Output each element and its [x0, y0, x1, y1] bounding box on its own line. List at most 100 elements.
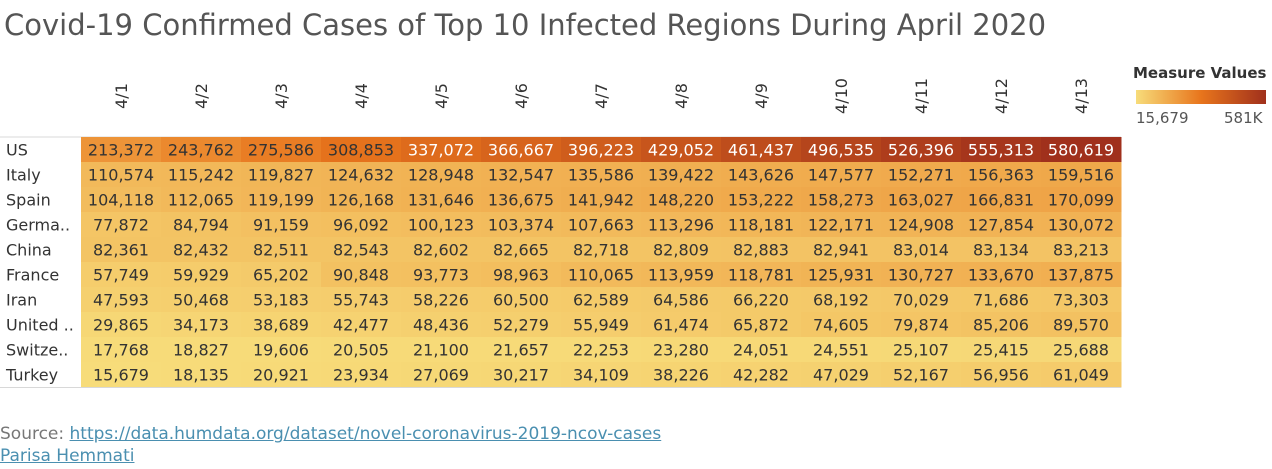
- heatmap-cell: [561, 287, 642, 313]
- heatmap-cell: [321, 137, 402, 163]
- heatmap-cell: [881, 212, 962, 238]
- heatmap-cell: [641, 337, 722, 363]
- heatmap-cell: [241, 362, 322, 388]
- heatmap-cell: [321, 187, 402, 213]
- heatmap-cell: [81, 187, 162, 213]
- heatmap-cell: [161, 162, 242, 188]
- cell-value-label: 73,303: [1053, 291, 1109, 310]
- cell-value-label: 132,547: [488, 166, 554, 185]
- cell-value-label: 20,505: [333, 341, 389, 360]
- cell-value-label: 125,931: [808, 266, 874, 285]
- row-label: France: [6, 266, 59, 285]
- cell-value-label: 82,941: [813, 241, 869, 260]
- legend-title: Measure Values: [1133, 64, 1267, 82]
- heatmap-cell: [241, 337, 322, 363]
- heatmap-cell: [721, 312, 802, 338]
- cell-value-label: 82,361: [93, 241, 149, 260]
- column-header: 4/7: [592, 83, 611, 109]
- heatmap-cell: [81, 262, 162, 288]
- column-header: 4/10: [832, 78, 851, 114]
- heatmap-chart: 4/1 4/2 4/3 4/4 4/5 4/6 4/7 4/8 4/9 4/10 4/11 4/12 4…: [0, 78, 1122, 388]
- row-label: United ..: [6, 316, 74, 335]
- heatmap-cell: [801, 337, 882, 363]
- heatmap-cell: [801, 287, 882, 313]
- cell-value-label: 135,586: [568, 166, 634, 185]
- cell-value-label: 124,908: [888, 216, 954, 235]
- heatmap-cell: [961, 237, 1042, 263]
- cell-value-label: 21,100: [413, 341, 469, 360]
- row-label: Iran: [6, 291, 37, 310]
- cell-value-label: 141,942: [568, 191, 634, 210]
- source-link[interactable]: https://data.humdata.org/dataset/novel-c…: [69, 424, 662, 444]
- cell-value-label: 396,223: [568, 141, 634, 160]
- cell-value-label: 119,199: [248, 191, 314, 210]
- cell-value-label: 15,679: [93, 366, 149, 385]
- cell-value-label: 22,253: [573, 341, 629, 360]
- cell-value-label: 23,280: [653, 341, 709, 360]
- heatmap-cell: [721, 162, 802, 188]
- heatmap-cell: [961, 262, 1042, 288]
- cell-value-label: 66,220: [733, 291, 789, 310]
- cell-value-label: 308,853: [328, 141, 394, 160]
- heatmap-cell: [321, 212, 402, 238]
- heatmap-cell: [161, 337, 242, 363]
- cell-value-label: 159,516: [1048, 166, 1114, 185]
- cell-value-label: 48,436: [413, 316, 469, 335]
- cell-value-label: 115,242: [168, 166, 234, 185]
- heatmap-cell: [561, 312, 642, 338]
- heatmap-cell: [1041, 237, 1122, 263]
- heatmap-cell: [401, 362, 482, 388]
- heatmap-cell: [321, 312, 402, 338]
- heatmap-cell: [721, 237, 802, 263]
- heatmap-cell: [561, 137, 642, 163]
- cell-value-label: 580,619: [1048, 141, 1114, 160]
- heatmap-cell: [161, 187, 242, 213]
- cell-value-label: 112,065: [168, 191, 234, 210]
- heatmap-cell: [81, 337, 162, 363]
- heatmap-cell: [481, 237, 562, 263]
- cell-value-label: 119,827: [248, 166, 314, 185]
- cell-value-label: 38,226: [653, 366, 709, 385]
- column-header: 4/11: [912, 78, 931, 114]
- cell-value-label: 20,921: [253, 366, 309, 385]
- cell-value-label: 52,279: [493, 316, 549, 335]
- heatmap-cell: [881, 237, 962, 263]
- cell-value-label: 143,626: [728, 166, 794, 185]
- legend-min-label: 15,679: [1136, 109, 1189, 127]
- heatmap-cell: [561, 187, 642, 213]
- author-link[interactable]: Parisa Hemmati: [0, 446, 135, 466]
- cell-value-label: 27,069: [413, 366, 469, 385]
- heatmap-cell: [721, 212, 802, 238]
- cell-value-label: 85,206: [973, 316, 1029, 335]
- cell-value-label: 104,118: [88, 191, 154, 210]
- heatmap-cell: [641, 312, 722, 338]
- cell-value-label: 113,959: [648, 266, 714, 285]
- heatmap-cell: [641, 187, 722, 213]
- heatmap-cell: [321, 337, 402, 363]
- heatmap-cell: [561, 237, 642, 263]
- cell-value-label: 79,874: [893, 316, 949, 335]
- cell-value-label: 170,099: [1048, 191, 1114, 210]
- cell-value-label: 147,577: [808, 166, 874, 185]
- column-header: 4/4: [352, 83, 371, 109]
- heatmap-cell: [561, 337, 642, 363]
- heatmap-cell: [401, 262, 482, 288]
- cell-value-label: 61,474: [653, 316, 709, 335]
- cell-value-label: 84,794: [173, 216, 229, 235]
- column-header: 4/8: [672, 83, 691, 109]
- heatmap-cell: [321, 162, 402, 188]
- cell-value-label: 163,027: [888, 191, 954, 210]
- heatmap-cell: [241, 212, 322, 238]
- heatmap-cell: [481, 187, 562, 213]
- heatmap-cell: [161, 362, 242, 388]
- cell-value-label: 74,605: [813, 316, 869, 335]
- heatmap-cell: [481, 337, 562, 363]
- heatmap-cell: [81, 237, 162, 263]
- heatmap-cell: [961, 212, 1042, 238]
- cell-value-label: 156,363: [968, 166, 1034, 185]
- cell-value-label: 62,589: [573, 291, 629, 310]
- cell-value-label: 30,217: [493, 366, 549, 385]
- cell-value-label: 110,574: [88, 166, 154, 185]
- cell-value-label: 50,468: [173, 291, 229, 310]
- heatmap-cell: [961, 137, 1042, 163]
